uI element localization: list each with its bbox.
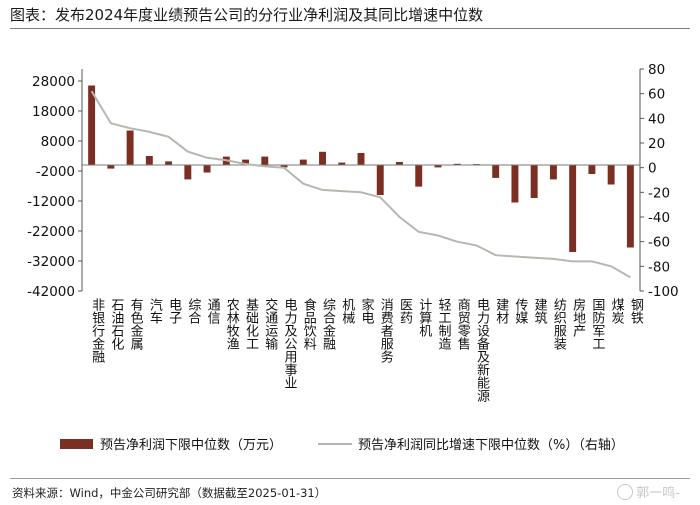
left-axis-tick-label: -2000 (36, 164, 75, 180)
legend-line-label: 预告净利润同比增速下限中位数（%）（右轴） (358, 438, 624, 453)
category-label: 纺织服装 (551, 298, 567, 350)
bar (165, 161, 173, 165)
category-label: 石油石化 (108, 298, 124, 351)
left-axis-tick-label: 8000 (41, 134, 75, 150)
footer-divider (10, 478, 690, 479)
bar (107, 165, 115, 169)
category-label: 消费者服务 (378, 298, 394, 363)
bar (549, 165, 557, 180)
left-axis-tick-label: 18000 (32, 104, 75, 120)
category-label: 钢铁 (628, 298, 644, 324)
bar (434, 165, 442, 168)
growth-line (90, 90, 631, 279)
category-label: 家电 (359, 297, 375, 324)
category-label: 电力设备及新能源 (474, 298, 490, 402)
category-label: 建筑 (532, 298, 548, 325)
category-label: 房地产 (570, 297, 586, 338)
right-axis-tick-label: 20 (648, 136, 665, 152)
watermark: 郭一鸣- (617, 482, 680, 501)
left-axis-tick-label: -12000 (27, 194, 75, 210)
right-axis-tick-label: -100 (648, 284, 679, 300)
bar (184, 165, 192, 180)
category-label: 商贸零售 (455, 298, 471, 350)
bar (242, 159, 250, 165)
weibo-icon (617, 484, 634, 500)
right-axis-tick-label: -40 (648, 210, 670, 226)
left-axis-tick-label: -22000 (27, 224, 75, 240)
right-axis-tick-label: 60 (648, 87, 665, 103)
title-divider (10, 28, 690, 29)
bar (376, 165, 384, 195)
chart-title: 图表：发布2024年度业绩预告公司的分行业净利润及其同比增速中位数 (10, 6, 484, 24)
bar (126, 130, 134, 165)
category-label: 煤炭 (609, 298, 625, 325)
category-label: 通信 (205, 298, 221, 324)
left-axis-tick-label: -32000 (27, 254, 75, 270)
category-label: 建材 (493, 298, 509, 324)
legend-bar-label: 预告净利润下限中位数（万元） (100, 438, 282, 453)
bar (530, 165, 538, 198)
bar (396, 162, 403, 165)
bar (299, 159, 307, 165)
category-label: 国防军工 (589, 298, 605, 350)
bar (319, 151, 326, 165)
bar (415, 165, 423, 187)
right-axis-tick-label: -20 (648, 185, 670, 201)
bar (626, 165, 634, 248)
bar (203, 165, 211, 173)
watermark-text: 郭一鸣- (636, 486, 680, 501)
category-label: 电力及公用事业 (282, 298, 298, 389)
bar (511, 165, 519, 203)
category-label: 综合金融 (320, 298, 336, 350)
category-label: 综合 (185, 298, 201, 324)
bar (492, 165, 500, 178)
category-label: 食品饮料 (301, 297, 317, 350)
bar (607, 165, 615, 185)
category-label: 机械 (339, 298, 355, 324)
category-label: 农林牧渔 (224, 298, 240, 350)
category-label: 轻工制造 (435, 298, 451, 351)
bar (261, 156, 269, 165)
category-label: 基础化工 (243, 298, 259, 350)
bar (357, 153, 365, 165)
category-label: 非银行金融 (89, 298, 105, 363)
right-axis-tick-label: -80 (648, 259, 670, 275)
right-axis-tick-label: -60 (648, 235, 670, 251)
legend-bar-swatch (60, 439, 93, 449)
bar-line-chart: 28000 18000 8000 -2000 -12000 -22000 -32000 -42… (27, 62, 679, 453)
bar (588, 165, 596, 174)
category-label: 交通运输 (262, 297, 278, 350)
bar (145, 156, 153, 165)
right-axis-tick-label: 80 (648, 62, 665, 78)
bar (453, 163, 461, 165)
bar (338, 162, 346, 165)
bar (88, 85, 96, 165)
category-label: 有色金属 (128, 298, 144, 351)
source-note: 资料来源：Wind，中金公司研究部（数据截至2025-01-31） (12, 486, 327, 500)
category-label: 电子 (166, 298, 182, 324)
left-axis-tick-label: -42000 (27, 284, 75, 300)
right-axis-tick-label: 40 (648, 111, 665, 127)
left-axis-tick-label: 28000 (32, 74, 75, 90)
category-label: 医药 (397, 298, 413, 324)
right-axis-tick-label: 0 (648, 161, 657, 177)
category-label: 汽车 (147, 298, 163, 324)
bar (569, 165, 577, 252)
category-label: 计算机 (416, 298, 432, 338)
category-label: 传媒 (512, 298, 528, 324)
bar (280, 165, 288, 168)
